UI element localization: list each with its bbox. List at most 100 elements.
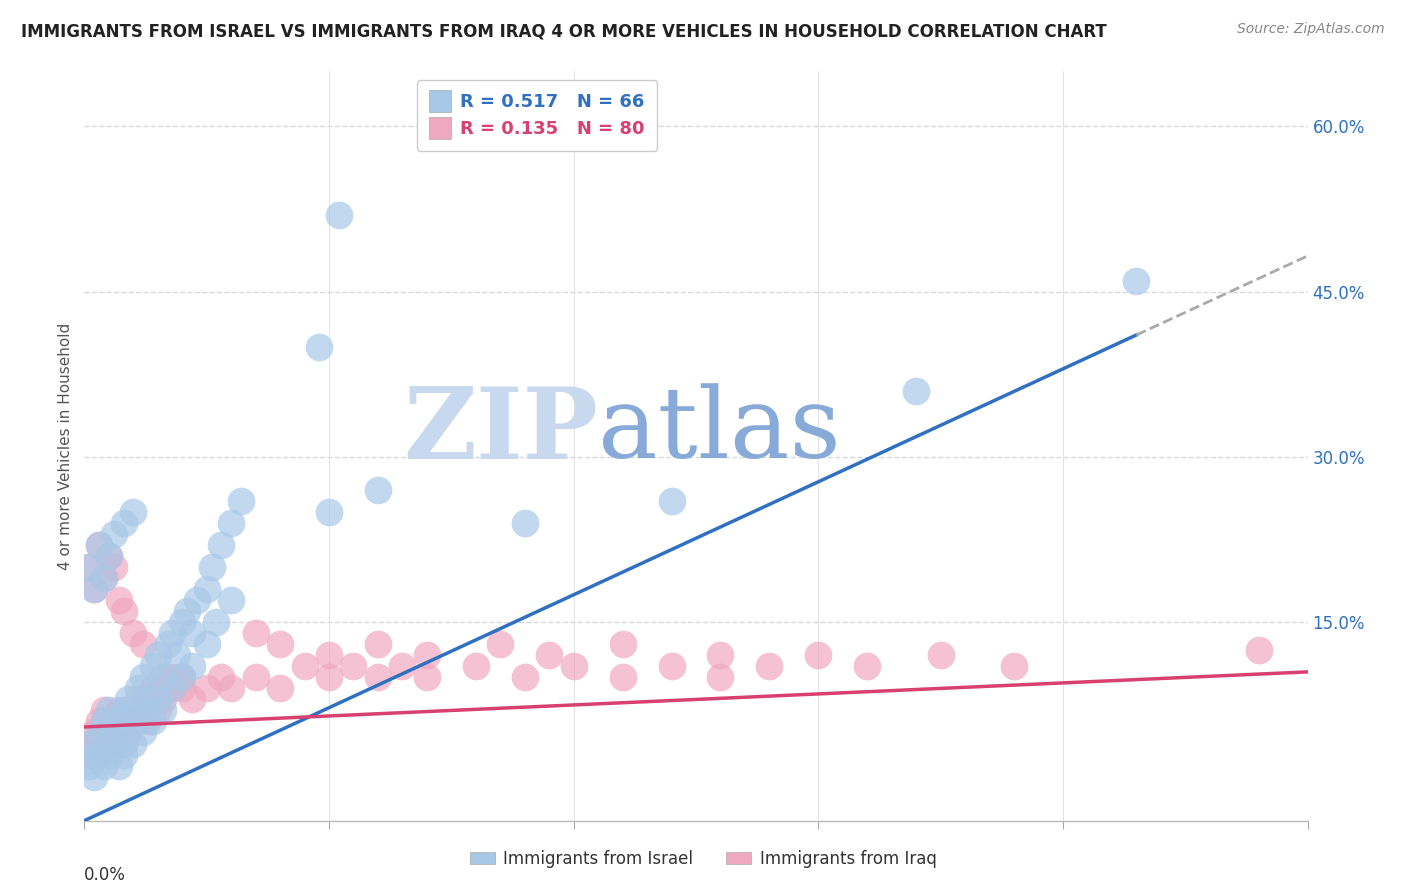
Point xyxy=(661,494,683,508)
Point xyxy=(807,648,830,663)
Point xyxy=(77,758,100,772)
Point xyxy=(328,208,350,222)
Point xyxy=(93,758,115,772)
Y-axis label: 4 or more Vehicles in Household: 4 or more Vehicles in Household xyxy=(58,322,73,570)
Point xyxy=(107,725,129,739)
Point xyxy=(318,505,340,519)
Point xyxy=(77,737,100,751)
Point xyxy=(172,670,194,684)
Point xyxy=(156,637,179,651)
Point xyxy=(142,681,165,696)
Point xyxy=(269,681,291,696)
Point xyxy=(146,692,169,706)
Point xyxy=(117,692,139,706)
Point xyxy=(77,747,100,762)
Point xyxy=(122,714,145,729)
Point xyxy=(93,571,115,585)
Point xyxy=(513,670,536,684)
Point xyxy=(162,681,184,696)
Point xyxy=(318,648,340,663)
Point xyxy=(562,659,585,673)
Point xyxy=(83,725,105,739)
Point xyxy=(127,714,149,729)
Text: ZIP: ZIP xyxy=(404,383,598,480)
Point xyxy=(97,747,120,762)
Point xyxy=(93,714,115,729)
Point xyxy=(112,737,135,751)
Point xyxy=(172,615,194,630)
Point xyxy=(122,626,145,640)
Point xyxy=(146,648,169,663)
Point xyxy=(205,615,228,630)
Point xyxy=(136,714,159,729)
Point xyxy=(117,714,139,729)
Point xyxy=(103,527,125,541)
Point xyxy=(181,626,204,640)
Point xyxy=(195,582,218,597)
Point xyxy=(93,571,115,585)
Point xyxy=(112,725,135,739)
Point xyxy=(856,659,879,673)
Point xyxy=(142,659,165,673)
Point xyxy=(132,637,155,651)
Point xyxy=(152,681,174,696)
Point xyxy=(152,670,174,684)
Point xyxy=(103,737,125,751)
Point xyxy=(219,516,242,530)
Point xyxy=(1247,643,1270,657)
Point xyxy=(87,538,110,552)
Text: 0.0%: 0.0% xyxy=(84,865,127,884)
Point xyxy=(122,703,145,717)
Point xyxy=(112,737,135,751)
Point xyxy=(107,593,129,607)
Point xyxy=(929,648,952,663)
Point xyxy=(132,725,155,739)
Point xyxy=(77,737,100,751)
Point xyxy=(538,648,561,663)
Point xyxy=(83,747,105,762)
Point xyxy=(269,637,291,651)
Text: atlas: atlas xyxy=(598,384,841,479)
Point xyxy=(342,659,364,673)
Point xyxy=(367,670,389,684)
Point xyxy=(416,648,439,663)
Point xyxy=(112,747,135,762)
Point xyxy=(127,681,149,696)
Point xyxy=(166,648,188,663)
Point xyxy=(97,737,120,751)
Point xyxy=(612,670,634,684)
Point xyxy=(181,659,204,673)
Point xyxy=(93,737,115,751)
Point xyxy=(136,692,159,706)
Point xyxy=(229,494,252,508)
Point xyxy=(87,747,110,762)
Point xyxy=(112,516,135,530)
Point xyxy=(513,516,536,530)
Legend: Immigrants from Israel, Immigrants from Iraq: Immigrants from Israel, Immigrants from … xyxy=(463,844,943,875)
Point xyxy=(162,681,184,696)
Point xyxy=(142,714,165,729)
Point xyxy=(172,681,194,696)
Point xyxy=(87,725,110,739)
Point xyxy=(709,648,731,663)
Point xyxy=(416,670,439,684)
Point xyxy=(107,703,129,717)
Point xyxy=(83,770,105,784)
Point xyxy=(77,560,100,574)
Point xyxy=(77,560,100,574)
Point xyxy=(156,670,179,684)
Point xyxy=(905,384,928,398)
Point xyxy=(107,758,129,772)
Point xyxy=(136,692,159,706)
Point xyxy=(97,725,120,739)
Point xyxy=(112,703,135,717)
Point xyxy=(97,549,120,564)
Point xyxy=(122,505,145,519)
Legend: R = 0.517   N = 66, R = 0.135   N = 80: R = 0.517 N = 66, R = 0.135 N = 80 xyxy=(416,80,657,151)
Point xyxy=(127,692,149,706)
Point xyxy=(152,692,174,706)
Point xyxy=(83,582,105,597)
Point xyxy=(1125,274,1147,288)
Point xyxy=(83,582,105,597)
Point xyxy=(245,626,267,640)
